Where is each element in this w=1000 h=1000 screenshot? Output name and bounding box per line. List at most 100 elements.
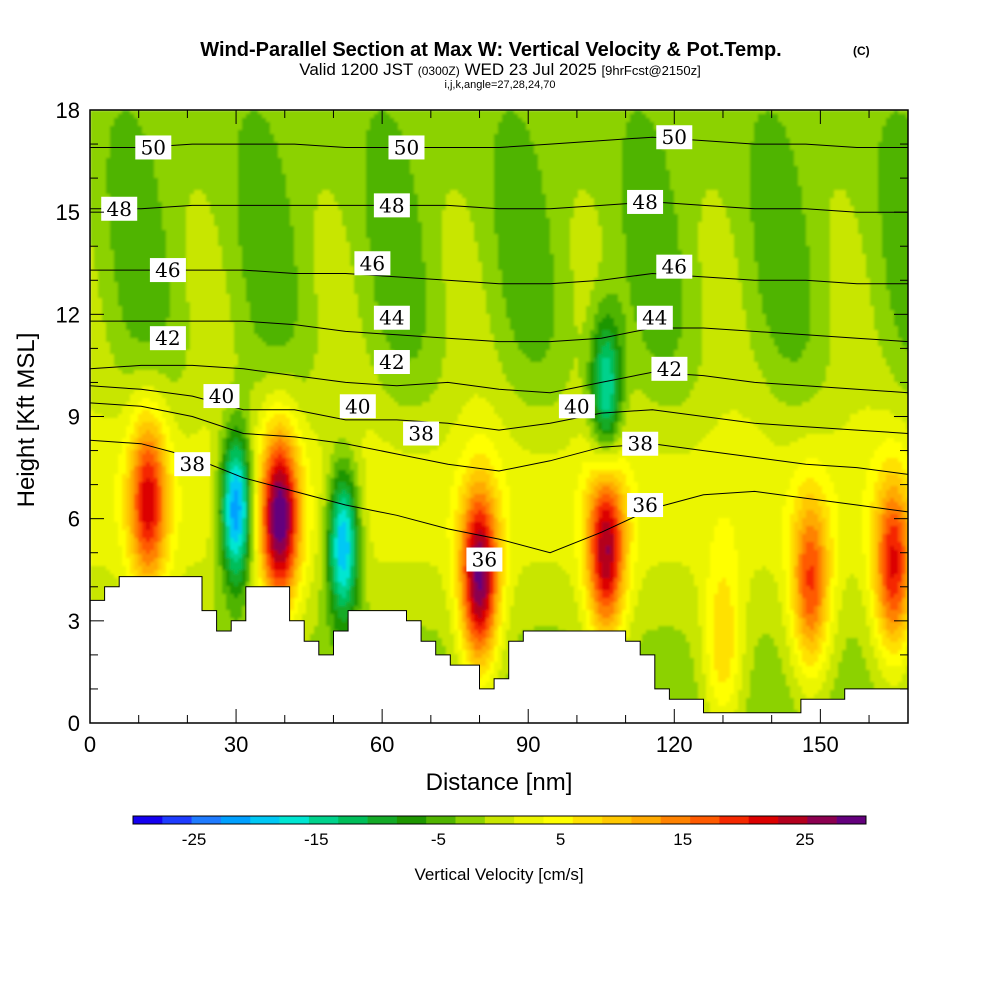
velocity-cell xyxy=(714,118,719,123)
velocity-cell xyxy=(362,126,367,131)
velocity-cell xyxy=(342,118,347,123)
velocity-cell xyxy=(370,118,375,123)
velocity-cell xyxy=(266,134,271,139)
velocity-cell xyxy=(886,122,891,127)
velocity-cell xyxy=(490,122,495,127)
velocity-cell xyxy=(874,122,879,127)
velocity-cell xyxy=(822,114,827,119)
velocity-cell xyxy=(306,118,311,123)
velocity-cell xyxy=(702,126,707,131)
velocity-cell xyxy=(474,114,479,119)
velocity-cell xyxy=(814,126,819,131)
velocity-cell xyxy=(94,126,99,131)
velocity-cell xyxy=(118,114,123,119)
velocity-cell xyxy=(294,114,299,119)
velocity-cell xyxy=(342,122,347,127)
velocity-cell xyxy=(754,126,759,131)
velocity-cell xyxy=(310,134,315,139)
velocity-cell xyxy=(270,134,275,139)
velocity-cell xyxy=(806,122,811,127)
velocity-cell xyxy=(434,130,439,135)
valid-time-line: Valid 1200 JST (0300Z) WED 23 Jul 2025 [… xyxy=(299,60,700,79)
velocity-cell xyxy=(170,126,175,131)
velocity-cell xyxy=(98,130,103,135)
velocity-cell xyxy=(278,114,283,119)
velocity-cell xyxy=(254,134,259,139)
velocity-cell xyxy=(582,122,587,127)
velocity-cell xyxy=(330,118,335,123)
velocity-cell xyxy=(754,130,759,135)
velocity-cell xyxy=(370,134,375,139)
velocity-cell xyxy=(434,122,439,127)
velocity-cell xyxy=(482,126,487,131)
velocity-cell xyxy=(746,130,751,135)
velocity-cell xyxy=(882,118,887,123)
velocity-cell xyxy=(638,130,643,135)
velocity-cell xyxy=(502,118,507,123)
velocity-cell xyxy=(178,122,183,127)
velocity-cell xyxy=(186,118,191,123)
velocity-cell xyxy=(202,130,207,135)
velocity-cell xyxy=(758,114,763,119)
velocity-cell xyxy=(622,118,627,123)
velocity-cell xyxy=(882,130,887,135)
velocity-cell xyxy=(606,126,611,131)
velocity-cell xyxy=(106,122,111,127)
velocity-cell xyxy=(806,126,811,131)
velocity-cell xyxy=(246,130,251,135)
velocity-cell xyxy=(402,126,407,131)
velocity-cell xyxy=(546,118,551,123)
velocity-cell xyxy=(390,130,395,135)
velocity-cell xyxy=(138,130,143,135)
velocity-cell xyxy=(110,126,115,131)
velocity-cell xyxy=(162,126,167,131)
velocity-cell xyxy=(834,130,839,135)
velocity-cell xyxy=(506,118,511,123)
velocity-cell xyxy=(354,134,359,139)
velocity-cell xyxy=(350,114,355,119)
velocity-cell xyxy=(822,130,827,135)
velocity-cell xyxy=(622,130,627,135)
velocity-cell xyxy=(370,122,375,127)
velocity-cell xyxy=(858,118,863,123)
velocity-cell xyxy=(866,126,871,131)
velocity-cell xyxy=(174,114,179,119)
velocity-cell xyxy=(470,122,475,127)
velocity-cell xyxy=(610,130,615,135)
velocity-cell xyxy=(342,114,347,119)
velocity-cell xyxy=(262,114,267,119)
velocity-cell xyxy=(646,114,651,119)
velocity-cell xyxy=(270,114,275,119)
velocity-cell xyxy=(590,122,595,127)
velocity-cell xyxy=(826,130,831,135)
velocity-cell xyxy=(618,114,623,119)
velocity-cell xyxy=(314,126,319,131)
velocity-cell xyxy=(870,114,875,119)
velocity-cell xyxy=(130,126,135,131)
velocity-cell xyxy=(814,122,819,127)
velocity-cell xyxy=(534,114,539,119)
velocity-cell xyxy=(566,130,571,135)
velocity-cell xyxy=(434,114,439,119)
velocity-cell xyxy=(466,126,471,131)
velocity-cell xyxy=(590,126,595,131)
velocity-cell xyxy=(606,130,611,135)
velocity-cell xyxy=(422,114,427,119)
velocity-cell xyxy=(190,122,195,127)
velocity-cell xyxy=(98,118,103,123)
velocity-cell xyxy=(846,122,851,127)
velocity-cell xyxy=(486,130,491,135)
velocity-cell xyxy=(786,114,791,119)
velocity-cell xyxy=(810,130,815,135)
velocity-cell xyxy=(526,126,531,131)
velocity-cell xyxy=(438,126,443,131)
velocity-cell xyxy=(498,122,503,127)
velocity-cell xyxy=(830,118,835,123)
velocity-cell xyxy=(182,130,187,135)
velocity-cell xyxy=(282,118,287,123)
velocity-cell xyxy=(538,126,543,131)
velocity-cell xyxy=(122,126,127,131)
velocity-cell xyxy=(426,130,431,135)
velocity-cell xyxy=(758,130,763,135)
velocity-cell xyxy=(262,130,267,135)
